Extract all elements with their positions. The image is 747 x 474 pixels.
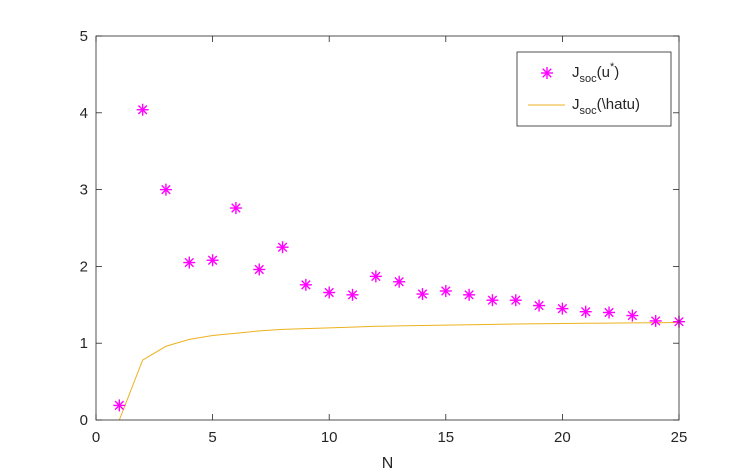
data-point [253,263,266,276]
legend-marker-asterisk [541,67,553,79]
y-tick-label: 4 [80,105,88,122]
data-point [136,103,149,116]
y-tick-label: 2 [80,258,88,275]
axes-box [95,35,680,421]
x-tick-label: 25 [671,429,688,446]
data-point [649,314,662,327]
legend-box [516,51,672,127]
data-point [393,275,406,288]
x-axis-label: N [382,455,394,472]
y-tick-label: 5 [80,28,88,45]
data-point [299,278,312,291]
data-point [346,288,359,301]
x-tick-label: 20 [554,429,571,446]
data-point [369,270,382,283]
data-point [113,399,126,412]
x-tick-label: 10 [321,429,338,446]
data-point [439,284,452,297]
ticks-layer: 0 5 10 15 20 25 0 1 2 3 4 5 [80,28,688,446]
data-point [509,294,522,307]
data-point [463,288,476,301]
data-point [183,256,196,269]
y-tick-label: 1 [80,335,88,352]
y-tick-label: 3 [80,182,88,199]
x-tick-label: 15 [437,429,454,446]
series-layer [113,103,685,421]
series-line [118,321,680,421]
data-point [159,183,172,196]
data-point [626,309,639,322]
legend: Jsoc(u*) Jsoc(\hatu) [516,51,672,127]
data-point [486,294,499,307]
legend-entry-label: Jsoc(\hatu) [572,96,640,117]
data-point [276,241,289,254]
data-point [229,202,242,215]
data-point [416,288,429,301]
data-point [556,302,569,315]
data-point [206,254,219,267]
x-tick-label: 0 [92,429,100,446]
y-tick-label: 0 [80,412,88,429]
data-point [603,306,616,319]
data-point [323,286,336,299]
legend-entry-label: Jsoc(u*) [572,61,619,85]
x-tick-label: 5 [208,429,216,446]
data-point [579,305,592,318]
data-point [533,299,546,312]
legend-asterisk-icon [541,67,553,79]
